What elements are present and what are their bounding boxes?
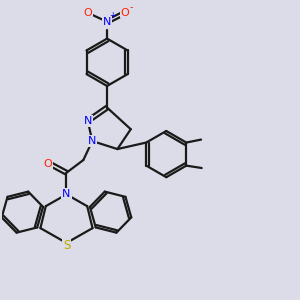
Text: N: N (84, 116, 92, 126)
Text: N: N (88, 136, 96, 146)
Text: O: O (43, 159, 52, 169)
Text: -: - (130, 2, 133, 13)
Text: S: S (63, 239, 70, 252)
Text: +: + (109, 11, 116, 20)
Text: N: N (62, 189, 71, 200)
Text: O: O (121, 8, 129, 18)
Text: O: O (83, 8, 92, 18)
Text: N: N (103, 17, 111, 27)
